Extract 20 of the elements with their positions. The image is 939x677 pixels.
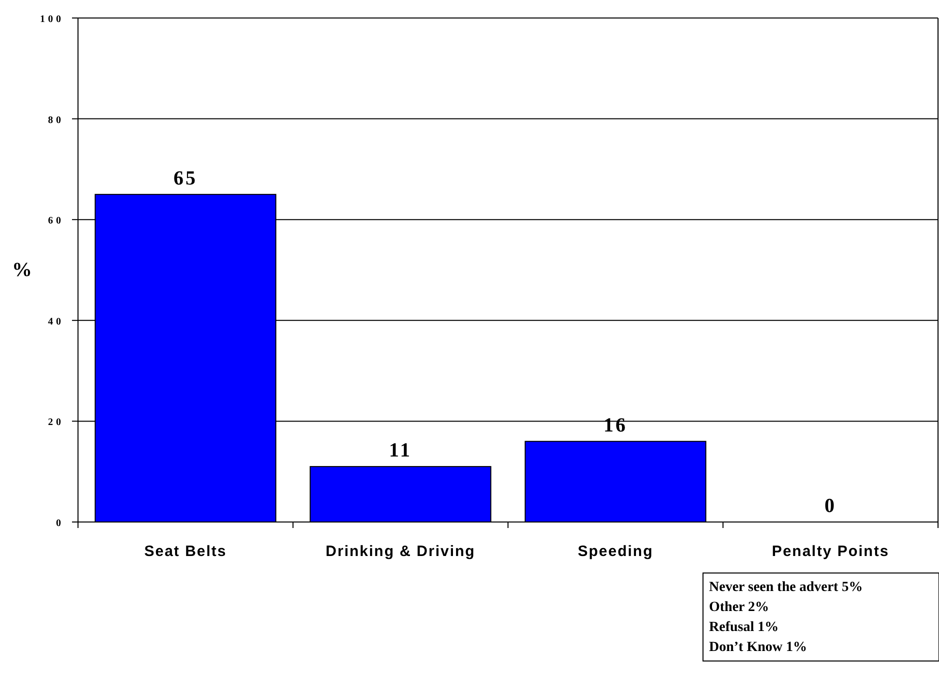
y-tick-label: 20 bbox=[48, 417, 64, 428]
text: Other 2% bbox=[709, 600, 770, 615]
y-axis-title: % bbox=[12, 259, 32, 281]
text: Refusal 1% bbox=[709, 620, 779, 635]
bar bbox=[524, 440, 706, 522]
x-tick-label: Drinking & Driving bbox=[326, 543, 476, 560]
x-tick-label: Seat Belts bbox=[144, 543, 227, 560]
data-label: 11 bbox=[389, 440, 412, 462]
data-label: 65 bbox=[174, 167, 198, 190]
y-tick-label: 100 bbox=[40, 14, 64, 25]
y-tick-label: 40 bbox=[48, 316, 64, 328]
y-tick-label: 0 bbox=[56, 518, 64, 529]
bar bbox=[310, 466, 492, 522]
x-tick-label: Speeding bbox=[578, 543, 654, 560]
x-tick-label: Penalty Points bbox=[772, 543, 890, 560]
text: Don’t Know 1% bbox=[709, 640, 808, 655]
y-tick-label: 80 bbox=[48, 114, 64, 126]
text: Never seen the advert 5% bbox=[709, 580, 863, 595]
y-tick-label: 60 bbox=[48, 216, 64, 227]
data-label: 0 bbox=[824, 495, 836, 517]
